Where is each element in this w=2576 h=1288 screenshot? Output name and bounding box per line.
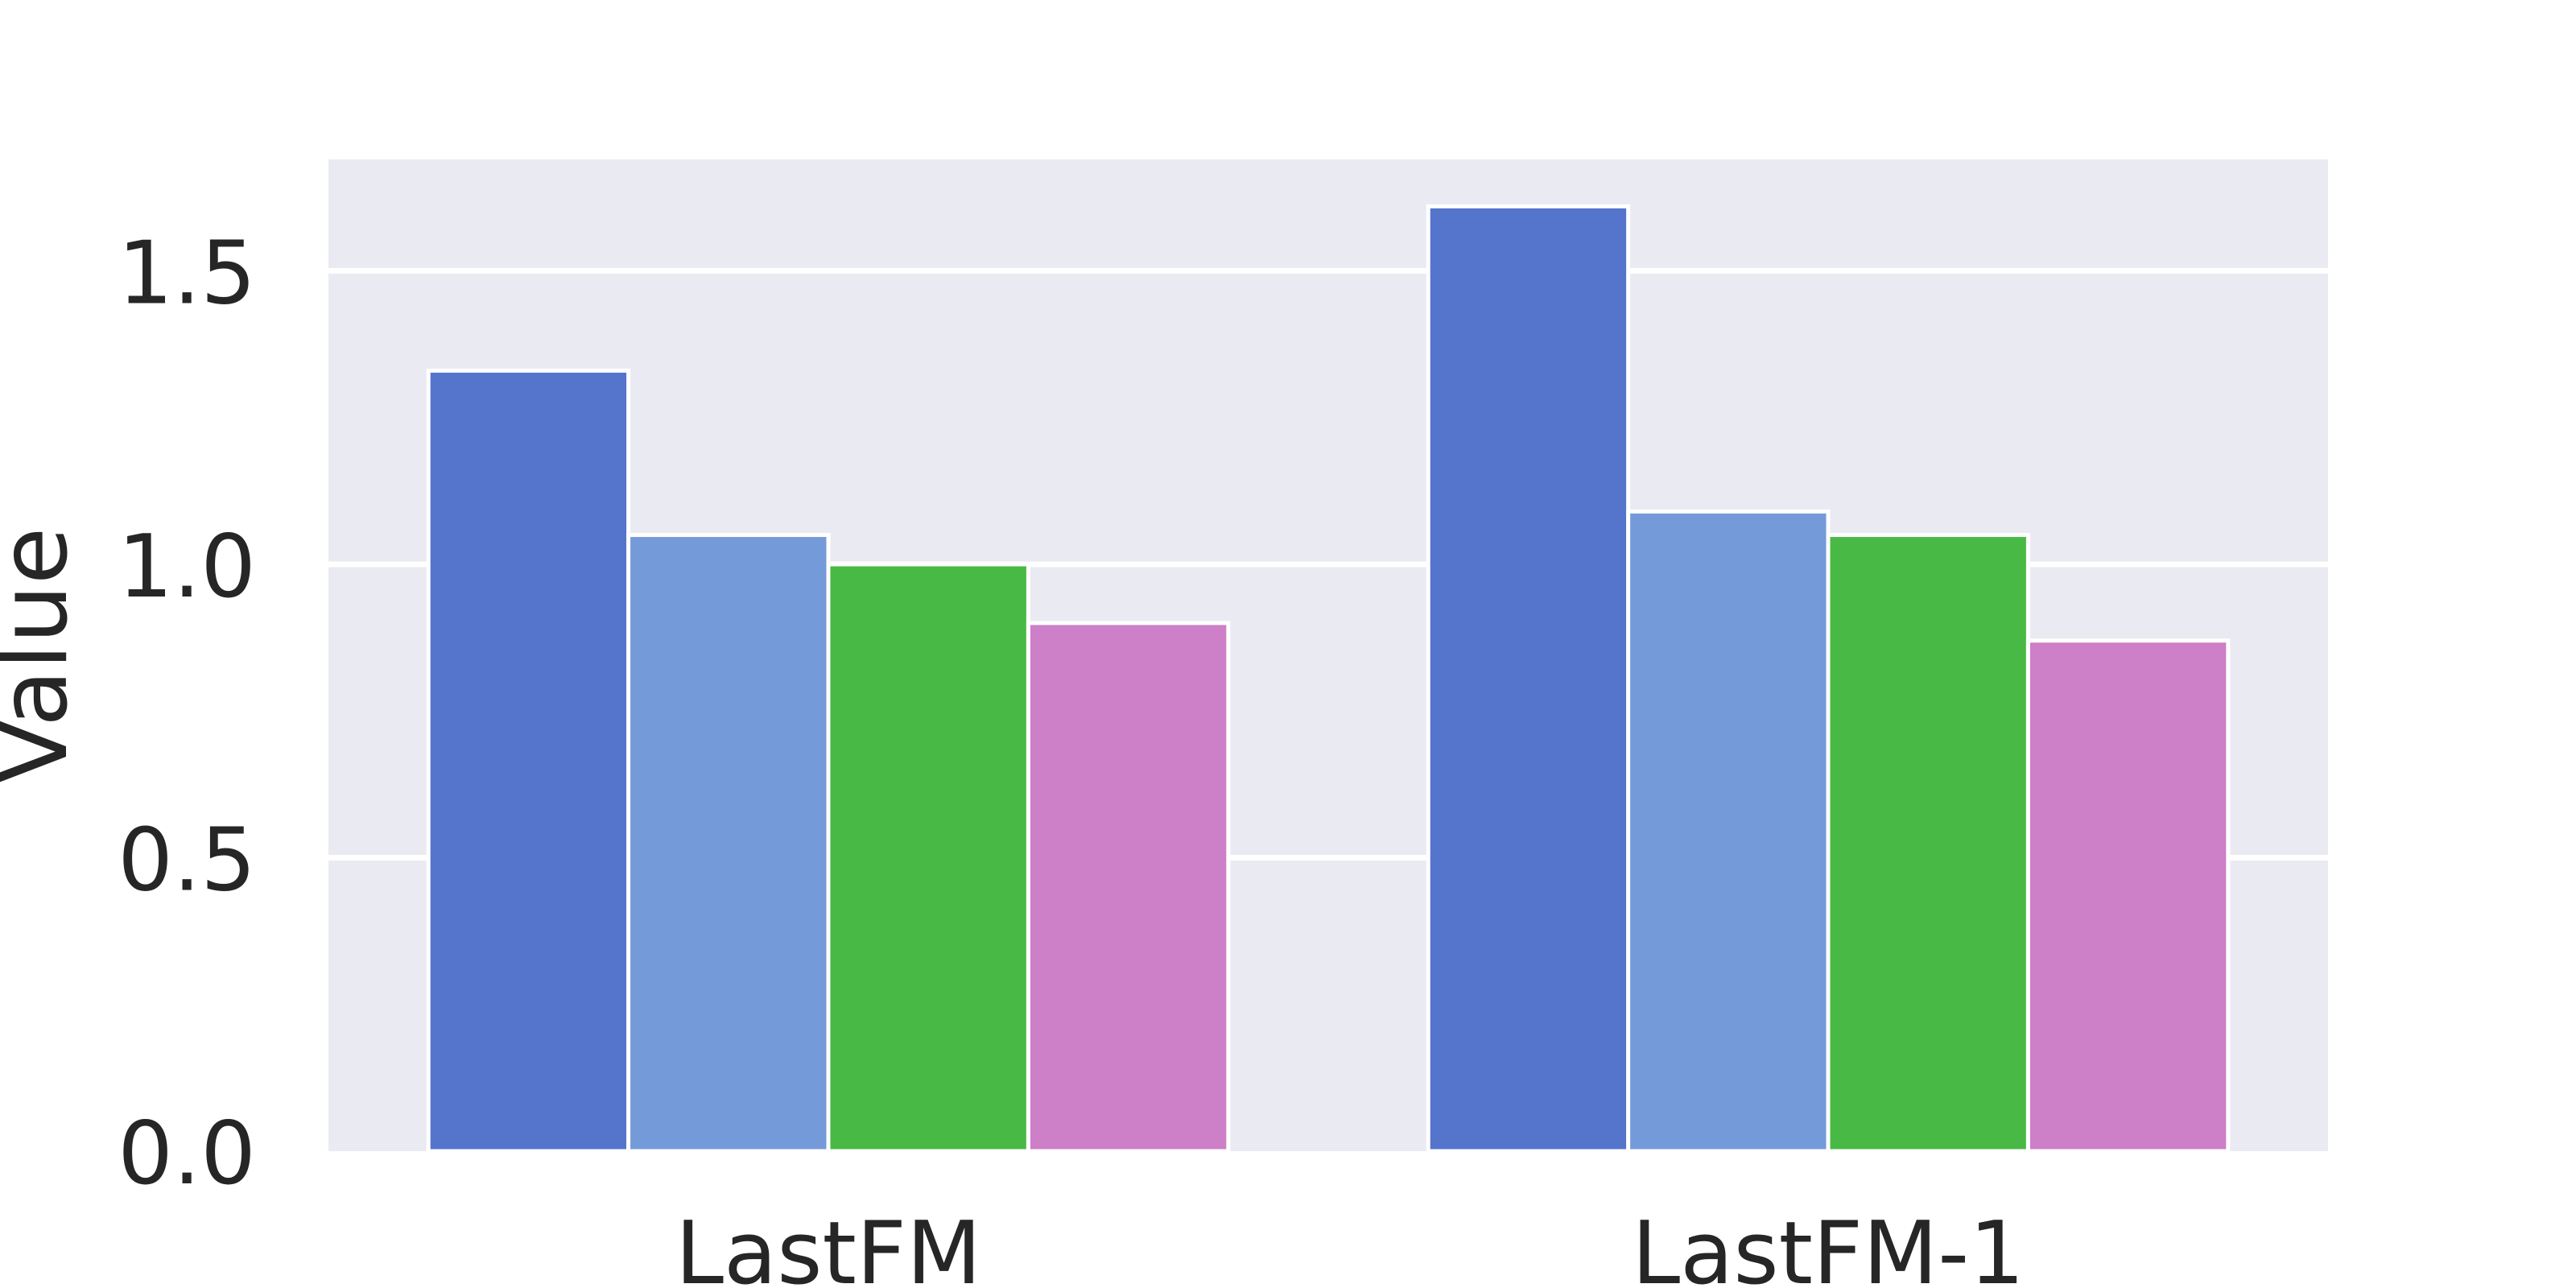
bar-lastfm-series-3 — [826, 562, 1030, 1154]
y-axis-label: Value — [0, 527, 89, 784]
bar-lastfm-1-series-1 — [1426, 204, 1631, 1154]
x-tick-label: LastFM-1 — [1632, 1203, 2025, 1288]
bar-lastfm-1-series-2 — [1626, 509, 1831, 1154]
bars — [426, 204, 2231, 1154]
y-tick-label: 0.0 — [118, 1104, 256, 1204]
y-tick-labels: 0.0 0.5 1.0 1.5 — [118, 224, 256, 1204]
bar-lastfm-1-series-4 — [2025, 638, 2231, 1154]
y-tick-label: 1.0 — [118, 517, 256, 617]
bar-lastfm-series-1 — [426, 368, 631, 1154]
y-tick-label: 1.5 — [118, 224, 256, 324]
bar-lastfm-1-series-3 — [1826, 533, 2030, 1154]
x-tick-labels: LastFM LastFM-1 — [675, 1203, 2025, 1288]
x-tick-label: LastFM — [675, 1203, 981, 1288]
y-tick-label: 0.5 — [118, 811, 256, 911]
bar-lastfm-series-2 — [626, 533, 831, 1154]
bar-lastfm-series-4 — [1026, 621, 1231, 1154]
